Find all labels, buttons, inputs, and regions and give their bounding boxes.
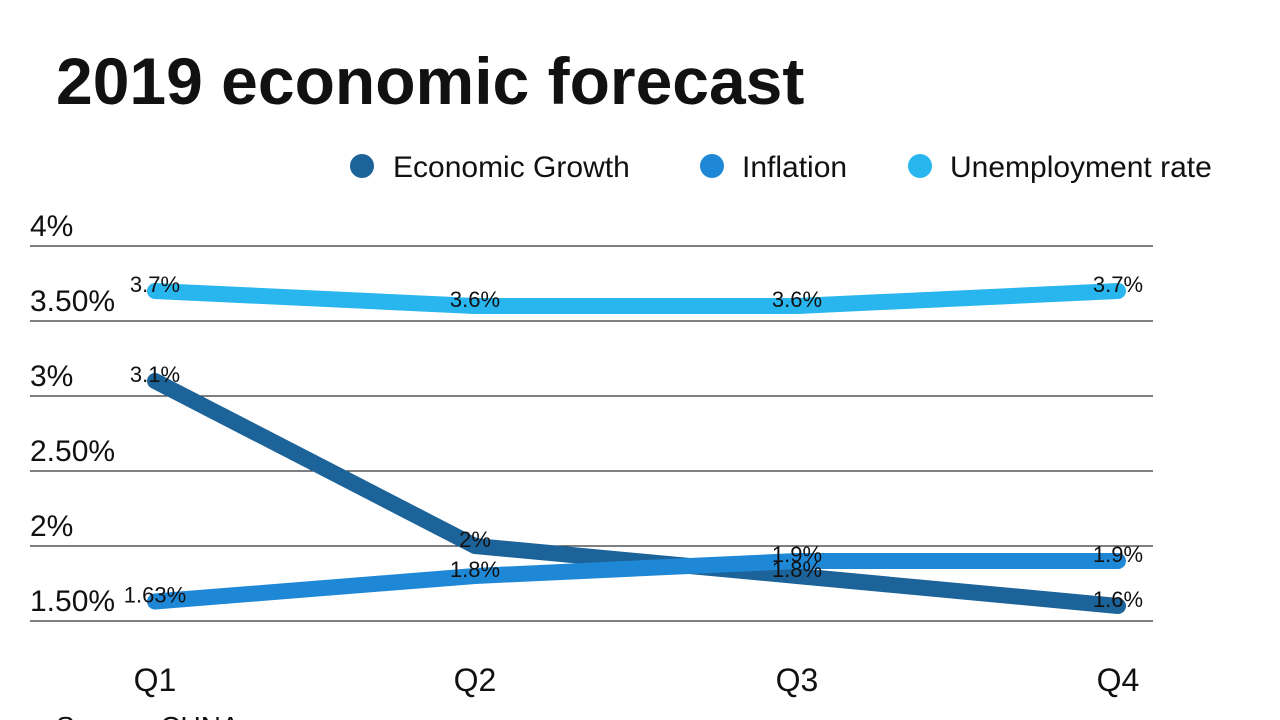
data-label: 1.6% bbox=[1093, 587, 1143, 612]
data-label: 1.9% bbox=[1093, 542, 1143, 567]
x-tick-label: Q3 bbox=[776, 662, 819, 698]
y-tick-label: 3% bbox=[30, 360, 73, 393]
x-tick-label: Q2 bbox=[454, 662, 497, 698]
data-label: 1.63% bbox=[124, 583, 186, 608]
y-tick-label: 2% bbox=[30, 510, 73, 543]
series-line bbox=[147, 283, 1126, 314]
data-label: 2% bbox=[459, 527, 491, 552]
x-tick-label: Q1 bbox=[134, 662, 177, 698]
data-label: 1.9% bbox=[772, 542, 822, 567]
y-tick-label: 2.50% bbox=[30, 435, 115, 468]
data-label: 1.8% bbox=[772, 557, 822, 582]
legend-label: Economic Growth bbox=[393, 151, 630, 184]
y-tick-label: 3.50% bbox=[30, 285, 115, 318]
chart-title: 2019 economic forecast bbox=[56, 44, 804, 118]
legend-marker bbox=[908, 154, 932, 178]
y-tick-label: 1.50% bbox=[30, 585, 115, 618]
data-label: 3.7% bbox=[1093, 272, 1143, 297]
data-label: 3.6% bbox=[772, 287, 822, 312]
data-label: 3.1% bbox=[130, 362, 180, 387]
x-tick-label: Q4 bbox=[1097, 662, 1140, 698]
legend-label: Inflation bbox=[742, 151, 847, 184]
y-tick-label: 4% bbox=[30, 210, 73, 243]
source: Source: CUNA bbox=[56, 711, 240, 720]
legend-marker bbox=[350, 154, 374, 178]
data-label: 3.6% bbox=[450, 287, 500, 312]
data-label: 3.7% bbox=[130, 272, 180, 297]
legend-marker bbox=[700, 154, 724, 178]
data-label: 1.8% bbox=[450, 557, 500, 582]
legend-label: Unemployment rate bbox=[950, 151, 1212, 184]
series-line bbox=[147, 553, 1126, 610]
